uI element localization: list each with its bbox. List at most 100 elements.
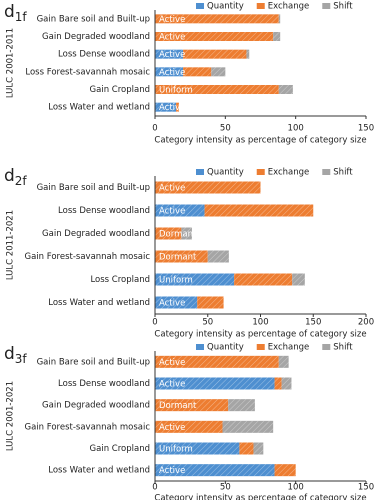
x-axis-label: Category intensity as percentage of cate… <box>154 136 366 146</box>
panel-letter: d <box>4 344 15 364</box>
category-label: Loss Dense woodland <box>58 206 150 216</box>
y-axis-label: LULC 2011-2021 <box>6 210 16 280</box>
x-axis-label: Category intensity as percentage of cate… <box>154 494 366 501</box>
intensity-label: Dormant <box>159 230 197 240</box>
intensity-label: Dormant <box>159 401 197 411</box>
panel-label: d2f <box>4 166 27 188</box>
category-label: Gain Degraded woodland <box>42 401 150 411</box>
intensity-label: Active <box>159 103 185 113</box>
legend-swatch <box>196 3 204 9</box>
panel-subscript: 3f <box>15 352 28 366</box>
category-label: Loss Dense woodland <box>58 50 150 60</box>
bar-hatch <box>273 32 281 41</box>
legend-label: Shift <box>333 2 353 12</box>
category-label: Gain Forest-savannah mosaic <box>25 422 151 432</box>
bar-hatch <box>155 296 198 309</box>
bar-hatch <box>155 181 261 194</box>
legend-swatch <box>256 169 265 175</box>
intensity-label: Active <box>159 423 185 433</box>
legend-swatch <box>322 344 331 350</box>
x-tick-label: 0 <box>152 124 157 134</box>
bar-hatch <box>183 67 212 77</box>
category-label: Loss Dense woodland <box>58 379 150 389</box>
bar-hatch <box>155 102 177 112</box>
legend-swatch <box>196 169 204 175</box>
bar-hatch <box>197 296 224 309</box>
bar-hatch <box>155 355 279 368</box>
bar-hatch <box>181 227 192 240</box>
category-label: Loss Forest-savannah mosaic <box>25 67 150 77</box>
panel-label: d3f <box>4 344 27 366</box>
x-tick-label: 100 <box>252 318 268 328</box>
y-axis-label: LULC 2001-2021 <box>6 381 16 451</box>
bar-hatch <box>155 399 229 412</box>
bar-hatch <box>278 85 293 94</box>
bar-hatch <box>281 377 292 390</box>
bar-hatch <box>155 273 235 286</box>
intensity-label: Uniform <box>159 86 193 96</box>
bar-hatch <box>222 420 274 433</box>
x-tick-label: 200 <box>358 318 374 328</box>
intensity-label: Active <box>159 207 185 217</box>
legend-label: Exchange <box>268 2 310 12</box>
legend-label: Shift <box>333 168 353 178</box>
x-tick-label: 50 <box>220 483 231 493</box>
legend-label: Exchange <box>268 168 310 178</box>
bar-hatch <box>292 273 305 286</box>
legend-swatch <box>256 344 265 350</box>
legend-swatch <box>256 3 265 9</box>
y-axis-label: LULC 2001-2011 <box>6 28 16 98</box>
panel-letter: d <box>4 166 15 186</box>
bar-hatch <box>155 14 279 24</box>
bar-hatch <box>228 399 255 412</box>
bar-hatch <box>155 420 223 433</box>
bar-hatch <box>155 204 205 217</box>
intensity-label: Active <box>159 358 185 368</box>
legend-swatch <box>322 3 331 9</box>
x-tick-label: 150 <box>358 124 374 134</box>
legend-label: Exchange <box>268 343 310 353</box>
intensity-label: Dormant <box>159 253 197 263</box>
x-tick-label: 100 <box>288 483 304 493</box>
x-axis-label: Category intensity as percentage of cate… <box>154 330 366 340</box>
bar-hatch <box>183 49 247 59</box>
bar-hatch <box>207 250 229 263</box>
panel-letter: d <box>4 2 15 22</box>
bar-hatch <box>155 250 208 263</box>
bar-hatch <box>155 85 279 94</box>
x-tick-label: 100 <box>288 124 304 134</box>
category-label: Gain Bare soil and Built-up <box>37 14 150 24</box>
bar-hatch <box>155 32 274 41</box>
x-tick-label: 150 <box>305 318 321 328</box>
intensity-label: Active <box>159 380 185 390</box>
category-label: Gain Cropland <box>90 444 150 454</box>
legend-label: Quantity <box>207 2 244 12</box>
bar-hatch <box>155 67 184 77</box>
bar-hatch <box>274 464 296 477</box>
category-label: Gain Cropland <box>90 85 150 95</box>
bar-hatch <box>253 442 264 455</box>
category-label: Loss Cropland <box>90 275 150 285</box>
bar-hatch <box>155 227 182 240</box>
bar-hatch <box>278 14 281 24</box>
x-tick-label: 50 <box>220 124 231 134</box>
category-label: Loss Water and wetland <box>48 298 150 308</box>
intensity-label: Active <box>159 466 185 476</box>
panel-subscript: 2f <box>15 174 28 188</box>
intensity-label: Active <box>159 299 185 309</box>
bar-hatch <box>278 355 289 368</box>
legend-label: Quantity <box>207 343 244 353</box>
legend-swatch <box>196 344 204 350</box>
bar-hatch <box>274 377 282 390</box>
bar-hatch <box>155 377 275 390</box>
bar-hatch <box>204 204 314 217</box>
intensity-label: Uniform <box>159 445 193 455</box>
category-label: Loss Water and wetland <box>48 466 150 476</box>
x-tick-label: 50 <box>202 318 213 328</box>
legend-swatch <box>322 169 331 175</box>
legend-label: Quantity <box>207 168 244 178</box>
bar-hatch <box>155 442 240 455</box>
panel-label: d1f <box>4 2 27 24</box>
intensity-label: Uniform <box>159 276 193 286</box>
